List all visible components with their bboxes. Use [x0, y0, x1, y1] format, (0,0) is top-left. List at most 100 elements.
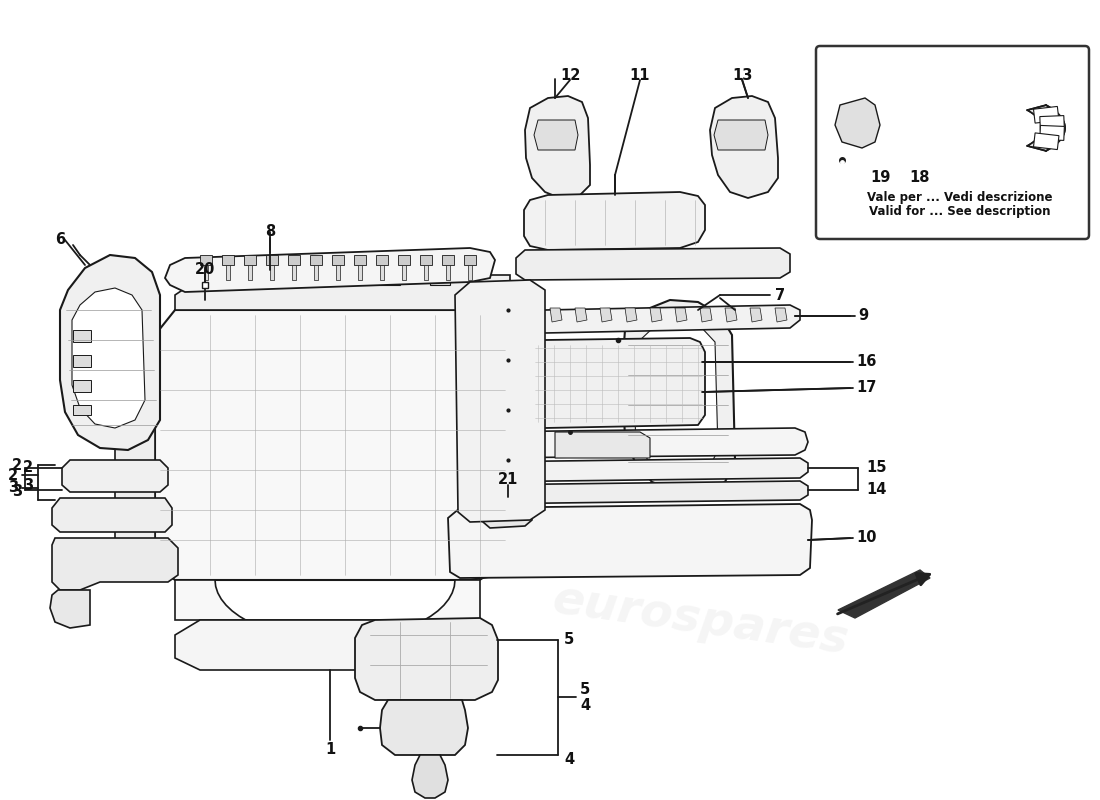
Text: 3: 3	[12, 485, 22, 499]
Polygon shape	[200, 255, 212, 265]
Polygon shape	[175, 275, 510, 310]
Polygon shape	[270, 265, 274, 280]
Text: 14: 14	[866, 482, 887, 498]
Polygon shape	[621, 300, 735, 492]
Polygon shape	[1034, 133, 1059, 150]
Polygon shape	[175, 620, 480, 670]
Polygon shape	[625, 308, 637, 322]
Text: 2: 2	[23, 459, 33, 474]
Polygon shape	[534, 305, 800, 333]
Polygon shape	[330, 275, 350, 285]
Polygon shape	[640, 385, 658, 397]
Text: 11: 11	[629, 69, 650, 83]
Text: 16: 16	[856, 354, 877, 370]
Polygon shape	[165, 248, 495, 292]
Text: 4: 4	[580, 698, 590, 713]
Polygon shape	[244, 255, 256, 265]
Polygon shape	[430, 275, 450, 285]
Polygon shape	[204, 265, 208, 280]
Polygon shape	[835, 98, 880, 148]
Polygon shape	[464, 255, 476, 265]
Polygon shape	[700, 308, 712, 322]
Polygon shape	[524, 192, 705, 250]
Text: 3: 3	[23, 478, 33, 493]
Polygon shape	[776, 308, 786, 322]
Polygon shape	[640, 435, 658, 445]
Polygon shape	[725, 308, 737, 322]
Polygon shape	[1040, 126, 1065, 141]
Polygon shape	[73, 355, 91, 367]
Text: 7: 7	[776, 287, 785, 302]
Polygon shape	[640, 360, 658, 372]
Polygon shape	[379, 265, 384, 280]
Text: 15: 15	[866, 461, 887, 475]
Polygon shape	[398, 255, 410, 265]
FancyBboxPatch shape	[816, 46, 1089, 239]
Polygon shape	[336, 265, 340, 280]
Polygon shape	[575, 308, 587, 322]
Text: 1: 1	[324, 742, 336, 758]
Polygon shape	[314, 265, 318, 280]
Text: 10: 10	[856, 530, 877, 546]
Polygon shape	[379, 700, 467, 755]
Text: 18: 18	[910, 170, 931, 186]
Polygon shape	[358, 265, 362, 280]
Polygon shape	[650, 308, 662, 322]
Polygon shape	[1034, 106, 1059, 123]
Polygon shape	[52, 498, 172, 532]
Polygon shape	[463, 481, 808, 504]
Polygon shape	[675, 308, 688, 322]
Polygon shape	[310, 255, 322, 265]
Polygon shape	[60, 255, 160, 450]
Polygon shape	[632, 320, 718, 478]
Polygon shape	[480, 285, 510, 580]
Text: Valid for ... See description: Valid for ... See description	[869, 206, 1050, 218]
Polygon shape	[52, 538, 178, 590]
Text: 21: 21	[498, 473, 518, 487]
Text: 6: 6	[55, 233, 65, 247]
Polygon shape	[230, 275, 250, 285]
Polygon shape	[292, 265, 296, 280]
Text: eurospares: eurospares	[79, 312, 381, 398]
Text: 5: 5	[580, 682, 591, 698]
Polygon shape	[73, 330, 91, 342]
Polygon shape	[266, 255, 278, 265]
Polygon shape	[442, 255, 454, 265]
Polygon shape	[62, 460, 168, 492]
Polygon shape	[332, 255, 344, 265]
Polygon shape	[550, 308, 562, 322]
Text: eurospares: eurospares	[549, 577, 851, 663]
Polygon shape	[73, 380, 91, 392]
Polygon shape	[468, 428, 808, 458]
Polygon shape	[516, 248, 790, 280]
Text: 19: 19	[870, 170, 890, 186]
Text: 12: 12	[560, 69, 580, 83]
Polygon shape	[155, 310, 510, 580]
Polygon shape	[354, 255, 366, 265]
Text: 13: 13	[732, 69, 752, 83]
Polygon shape	[534, 120, 578, 150]
Text: 8: 8	[265, 225, 275, 239]
Polygon shape	[379, 275, 400, 285]
Polygon shape	[482, 496, 532, 528]
Polygon shape	[402, 265, 406, 280]
Polygon shape	[50, 590, 90, 628]
Polygon shape	[226, 265, 230, 280]
Polygon shape	[280, 275, 300, 285]
Polygon shape	[376, 255, 388, 265]
Text: 2: 2	[8, 467, 18, 482]
Text: 4: 4	[564, 753, 574, 767]
Polygon shape	[222, 255, 234, 265]
Polygon shape	[463, 458, 808, 482]
Text: 17: 17	[856, 381, 877, 395]
Text: Vale per ... Vedi descrizione: Vale per ... Vedi descrizione	[867, 191, 1053, 205]
Text: 2: 2	[12, 458, 22, 473]
Polygon shape	[72, 288, 145, 428]
Polygon shape	[714, 120, 768, 150]
Polygon shape	[448, 504, 812, 578]
Polygon shape	[710, 96, 778, 198]
Polygon shape	[412, 755, 448, 798]
Polygon shape	[446, 265, 450, 280]
Polygon shape	[1027, 105, 1065, 151]
Polygon shape	[355, 618, 498, 700]
